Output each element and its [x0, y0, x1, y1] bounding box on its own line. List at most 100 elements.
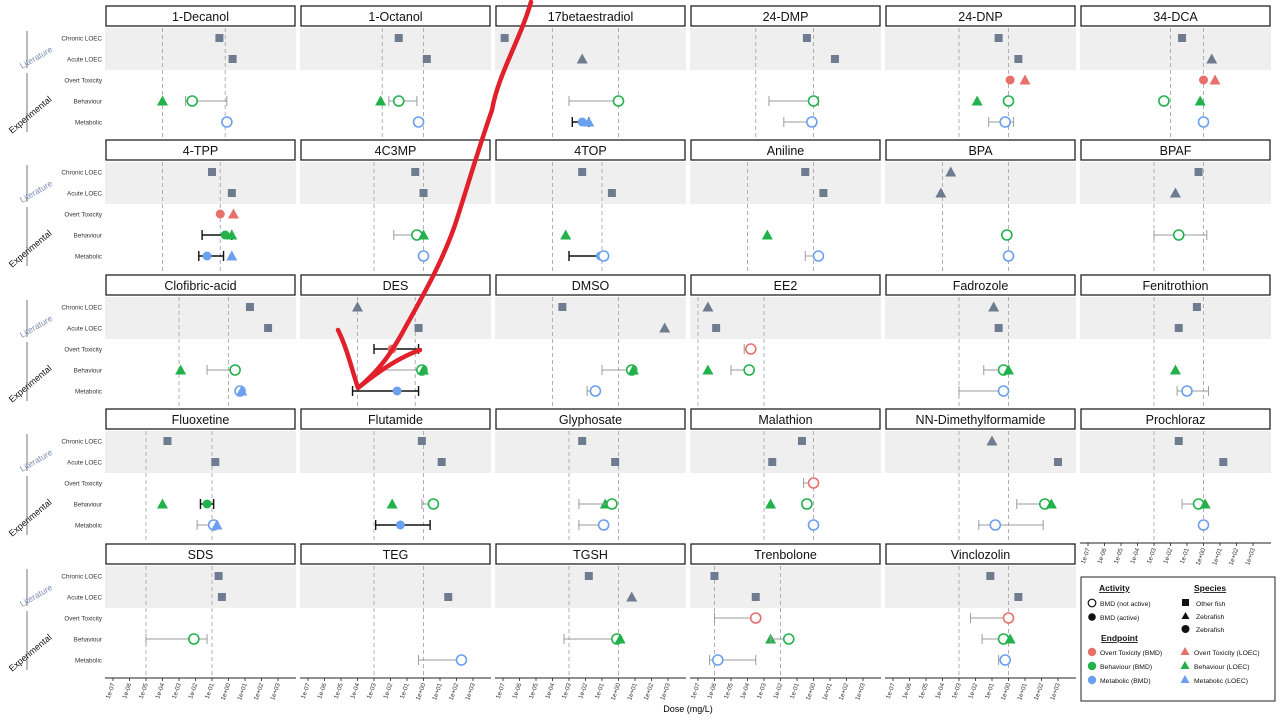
row-label: Metabolic: [75, 523, 102, 530]
metabolic-open-point: [997, 385, 1010, 397]
metabolic-open-point: [999, 654, 1012, 666]
panel-title-box: [885, 139, 1076, 161]
panel-title-box: [1080, 139, 1271, 161]
panel-grid: 1-Decanol 1-Octanol 17betaestradiol 24-DMP 2…: [105, 5, 1271, 678]
panel-title-box: [300, 139, 491, 161]
panel-glyphosate: Glyphosate: [495, 408, 686, 543]
x-tick-label: 1e-05: [723, 682, 735, 700]
literature-square-point: [1219, 458, 1228, 466]
behaviour-triangle-point: [1194, 95, 1206, 106]
literature-triangle-point: [935, 187, 947, 198]
x-tick-label: 1e+01: [626, 682, 639, 701]
x-tick-label: 1e-07: [1080, 547, 1092, 565]
panel-1-decanol: 1-Decanol: [105, 5, 296, 140]
behaviour-triangle-point: [971, 95, 983, 106]
behaviour-triangle-point: [1004, 633, 1016, 644]
behaviour-open-point: [801, 498, 813, 510]
panel-title: 24-DMP: [763, 10, 809, 24]
legend-endpoint-triangle-icon: [1180, 647, 1190, 655]
literature-square-point: [419, 189, 428, 197]
x-tick-label: 1e-07: [690, 682, 702, 700]
panel-title: 4TOP: [574, 144, 606, 158]
literature-band: [300, 297, 491, 339]
metabolic-open-point: [807, 519, 820, 531]
metabolic-triangle-point: [211, 519, 223, 530]
literature-square-point: [163, 437, 172, 445]
panel-title: SDS: [188, 548, 214, 562]
x-tick-label: 1e-01: [984, 682, 996, 700]
x-tick-label: 1e-05: [918, 682, 930, 700]
row-label: Acute LOEC: [67, 595, 102, 602]
behaviour-open-point: [188, 633, 200, 645]
panel-fenitrothion: Fenitrothion: [1080, 274, 1271, 409]
literature-square-point: [611, 458, 620, 466]
literature-square-point: [830, 55, 839, 63]
literature-square-point: [768, 458, 777, 466]
x-tick-label: 1e-02: [187, 682, 199, 700]
behaviour-triangle-point: [1169, 364, 1181, 375]
behaviour-triangle-point: [175, 364, 187, 375]
row-label: Metabolic: [75, 120, 102, 127]
panel-title: 4-TPP: [183, 144, 218, 158]
row-axis-labels: Chronic LOEC Acute LOEC Overt Toxicity Beha…: [7, 31, 103, 674]
overt-open-point: [807, 477, 820, 489]
metabolic-dot-point: [392, 386, 402, 396]
legend-endpoint-item: Behaviour (BMD): [1100, 664, 1152, 671]
x-tick-label: 1e-01: [1179, 547, 1191, 565]
row-label: Behaviour: [74, 637, 102, 644]
panel-title: DES: [383, 279, 409, 293]
metabolic-open-point: [812, 250, 825, 262]
literature-square-point: [411, 168, 420, 176]
literature-square-point: [578, 168, 587, 176]
row-label: Metabolic: [75, 389, 102, 396]
legend-endpoint-item: Overt Toxicity (LOEC): [1194, 650, 1260, 657]
legend-filled-circle-icon: [1088, 613, 1096, 621]
panel-title-box: [495, 543, 686, 565]
panel-24-dnp: 24-DNP: [885, 5, 1076, 140]
metabolic-triangle-point: [226, 250, 238, 261]
x-tick-label: 1e-02: [1162, 547, 1174, 565]
x-tick-label: 1e+02: [643, 682, 656, 701]
literature-square-point: [558, 303, 567, 311]
behaviour-triangle-point: [761, 229, 773, 240]
literature-square-point: [414, 324, 423, 332]
x-tick-label: 1e+03: [659, 682, 672, 701]
x-tick-label: 1e-03: [1146, 547, 1158, 565]
legend-species-title: Species: [1194, 583, 1226, 593]
behaviour-triangle-point: [418, 229, 429, 240]
behaviour-triangle-point: [375, 95, 387, 106]
row-label: Acute LOEC: [67, 191, 102, 198]
x-tick-label: 1e-03: [171, 682, 183, 700]
literature-band: [105, 566, 296, 608]
x-tick-label: 1e-03: [561, 682, 573, 700]
literature-triangle-point: [986, 435, 998, 446]
behaviour-triangle-point: [1199, 498, 1211, 509]
behaviour-triangle-point: [157, 498, 168, 509]
overt-dot-point: [1005, 75, 1015, 85]
literature-square-point: [1014, 593, 1023, 601]
panel-title: 1-Decanol: [172, 10, 229, 24]
x-tick-label: 1e-07: [105, 682, 117, 700]
overt-triangle-point: [1209, 74, 1221, 85]
experimental-group-label: Experimental: [7, 94, 54, 135]
legend-square-icon: [1182, 599, 1189, 606]
panel-title-box: [690, 543, 881, 565]
literature-square-point: [819, 189, 828, 197]
row-label: Overt Toxicity: [64, 616, 103, 623]
panel-title-box: [105, 274, 296, 296]
legend-endpoint-item: Metabolic (LOEC): [1194, 678, 1248, 685]
panel-title-box: [1080, 408, 1271, 430]
literature-triangle-point: [945, 166, 957, 177]
x-tick-label: 1e-04: [934, 682, 946, 700]
literature-square-point: [797, 437, 806, 445]
literature-group-label: Literature: [18, 582, 54, 609]
behaviour-triangle-point: [560, 229, 572, 240]
behaviour-dot-point: [202, 499, 212, 509]
literature-band: [300, 431, 491, 473]
literature-band: [690, 297, 881, 339]
behaviour-open-point: [606, 498, 618, 510]
literature-square-point: [1174, 324, 1183, 332]
x-tick-label: 1e-05: [528, 682, 540, 700]
panel-teg: TEG: [300, 543, 491, 678]
panel-clofibric-acid: Clofibric-acid: [105, 274, 296, 409]
